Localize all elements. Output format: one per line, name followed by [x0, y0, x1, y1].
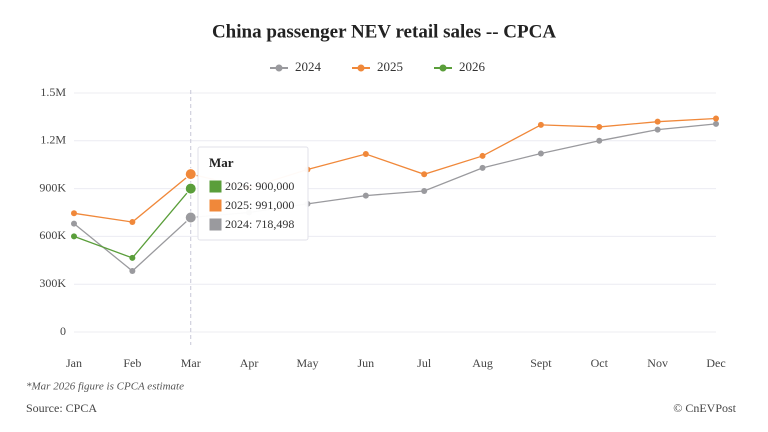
data-point	[479, 152, 486, 159]
tooltip-swatch	[208, 198, 223, 213]
y-tick-label: 1.5M	[40, 85, 66, 99]
data-point	[654, 118, 661, 125]
x-tick-label: Apr	[240, 356, 259, 370]
data-point	[184, 211, 197, 224]
data-point	[479, 164, 486, 171]
tooltip-item: 2026: 900,000	[225, 179, 294, 193]
y-tick-label: 0	[60, 324, 66, 338]
tooltip-item: 2024: 718,498	[225, 217, 294, 231]
legend-label: 2025	[377, 59, 403, 74]
tooltip-swatch	[208, 179, 223, 194]
y-tick-label: 900K	[39, 180, 66, 194]
data-point	[129, 254, 136, 261]
data-point	[713, 115, 719, 122]
data-point	[71, 210, 77, 217]
credit: © CnEVPost	[673, 401, 736, 415]
legend-label: 2026	[459, 59, 486, 74]
tooltip-swatch	[208, 217, 223, 232]
tooltip-box	[197, 146, 309, 241]
tooltip-title: Mar	[209, 155, 234, 170]
data-point	[362, 192, 369, 199]
x-tick-label: Mar	[181, 356, 201, 370]
data-point	[421, 171, 428, 178]
data-point	[537, 150, 544, 157]
legend-marker	[439, 64, 447, 72]
data-point	[184, 182, 197, 195]
legend-marker	[275, 64, 283, 72]
legend-label: 2024	[295, 59, 322, 74]
data-point	[596, 137, 603, 144]
data-point	[421, 187, 428, 194]
data-point	[713, 120, 719, 127]
x-tick-label: Aug	[472, 356, 493, 370]
x-tick-label: Feb	[123, 356, 141, 370]
data-point	[71, 220, 77, 227]
data-point	[184, 168, 197, 181]
series-line	[73, 123, 717, 272]
x-tick-label: Sept	[530, 356, 552, 370]
data-point	[596, 123, 603, 130]
legend-marker	[357, 64, 365, 72]
chart-title: China passenger NEV retail sales -- CPCA	[212, 21, 556, 42]
y-tick-label: 600K	[39, 228, 66, 242]
data-point	[537, 121, 544, 128]
annotation: *Mar 2026 figure is CPCA estimate	[26, 381, 184, 393]
data-point	[654, 126, 661, 133]
x-tick-label: Dec	[706, 356, 725, 370]
y-tick-label: 1.2M	[40, 133, 66, 147]
source: Source: CPCA	[26, 401, 97, 415]
x-tick-label: Jul	[417, 356, 432, 370]
data-point	[362, 151, 369, 158]
data-point	[129, 267, 136, 274]
series-line	[73, 117, 717, 223]
x-tick-label: Jun	[357, 356, 374, 370]
tooltip-item: 2025: 991,000	[225, 198, 294, 212]
y-tick-label: 300K	[39, 276, 66, 290]
x-tick-label: Nov	[647, 356, 668, 370]
x-tick-label: Oct	[591, 356, 609, 370]
data-point	[71, 233, 77, 240]
data-point	[129, 219, 136, 226]
x-tick-label: Jan	[66, 356, 82, 370]
x-tick-label: May	[296, 356, 318, 370]
